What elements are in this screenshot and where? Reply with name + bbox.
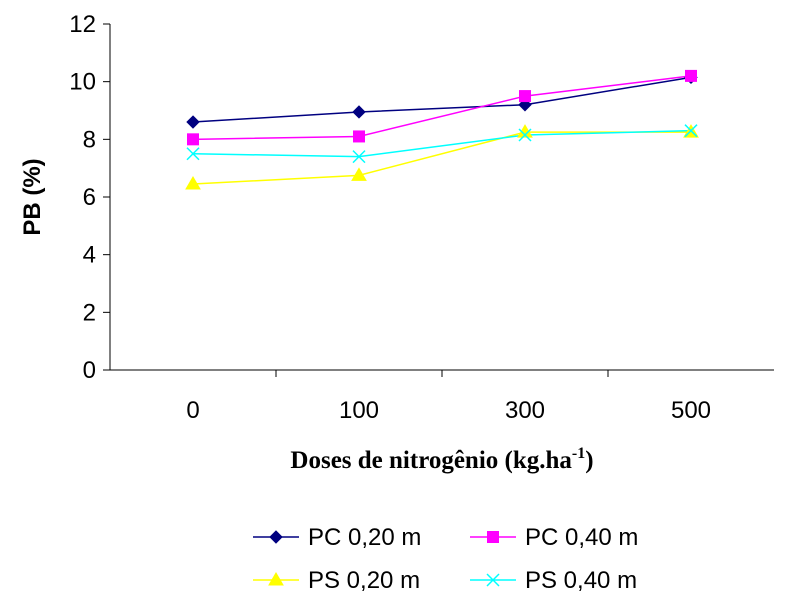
data-point-series-2 [519,90,531,103]
y-tick-label: 12 [69,11,96,38]
x-tick-label: 0 [186,397,199,424]
x-axis-label: Doses de nitrogênio (kg.ha-1) [290,445,593,474]
data-point-series-2 [187,133,199,146]
y-tick-label: 4 [83,242,96,269]
series-markers [185,69,699,190]
legend-item-3: PS 0,20 m [253,567,420,593]
data-point-series-4 [518,128,532,142]
data-point-series-3 [351,167,367,181]
data-point-series-3 [185,176,201,190]
x-tick-label: 100 [339,397,379,424]
data-point-series-1 [186,115,200,129]
data-point-series-1 [352,105,366,119]
y-tick-label: 6 [83,184,96,211]
series-line-4 [192,129,692,158]
legend-marker [486,573,500,587]
x-tick-label: 300 [505,397,545,424]
chart-legend: PC 0,20 m PC 0,40 m PS 0,20 m PS 0,40 m [253,524,638,593]
legend-item-2: PC 0,40 m [470,524,638,551]
x-axis-ticks: 0 100 300 500 [186,370,711,424]
x-axis-label-superscript: -1 [572,445,585,462]
legend-label: PS 0,40 m [525,567,637,593]
legend-marker [269,530,283,544]
legend-item-4: PS 0,40 m [470,567,637,593]
y-axis-ticks: 0 2 4 6 8 10 12 [69,11,110,384]
x-axis-label-close: ) [585,447,593,474]
series-line-2 [192,75,692,141]
data-point-series-2 [685,69,697,82]
series-lines [192,75,692,185]
y-tick-label: 0 [83,357,96,384]
legend-label: PC 0,20 m [308,524,421,551]
y-axis-label: PB (%) [19,158,46,235]
y-tick-label: 8 [83,126,96,153]
legend-label: PS 0,20 m [308,567,420,593]
legend-item-1: PC 0,20 m [253,524,421,551]
series-line-1 [192,76,692,123]
data-point-series-2 [353,130,365,143]
x-tick-label: 500 [671,397,711,424]
data-point-series-4 [684,124,698,138]
series-line-3 [192,131,691,185]
legend-marker [268,572,284,586]
y-tick-label: 2 [83,299,96,326]
legend-marker [487,531,499,543]
legend-label: PC 0,40 m [525,524,638,551]
data-point-series-4 [186,147,200,161]
y-tick-label: 10 [69,69,96,96]
chart-axes [109,24,774,371]
x-axis-label-main: Doses de nitrogênio (kg.ha [290,447,572,474]
data-point-series-4 [352,150,366,164]
